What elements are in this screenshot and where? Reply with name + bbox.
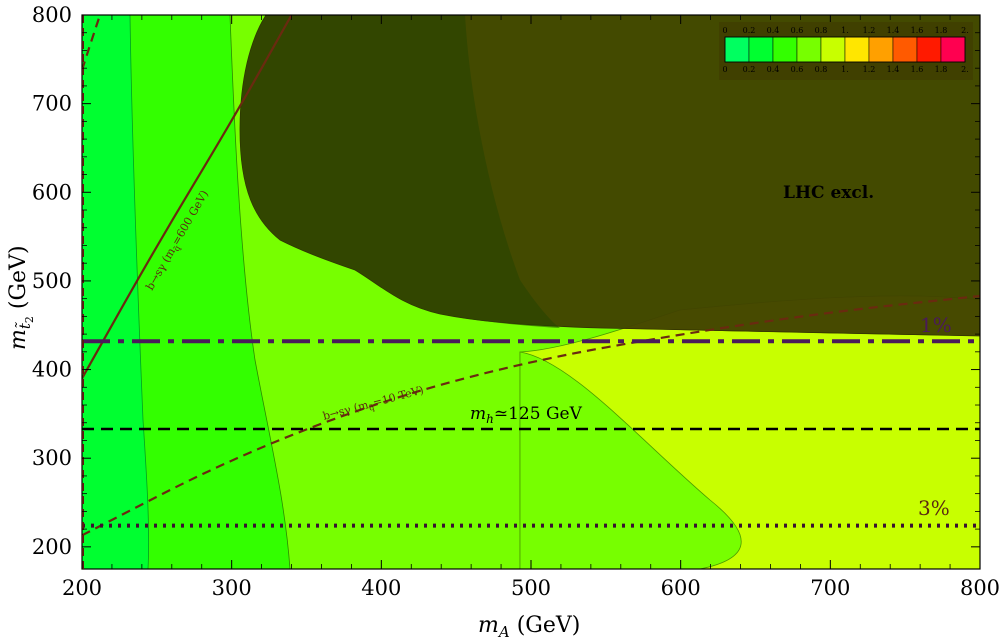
axis-ticks: 200 300 400 500 600 700 800 200 300 400 500 600 700 8… [32,3,1000,600]
x-tick-label: 300 [212,576,252,600]
colorbar-swatch [868,36,894,63]
y-tick-label: 500 [32,269,72,293]
colorbar-label-top: 0 [722,26,727,35]
colorbar-swatch [916,36,942,63]
colorbar-label-bottom: 1. [841,65,849,74]
colorbar-label-bottom: 0 [722,65,727,74]
colorbar-label-bottom: 1.4 [887,65,900,74]
y-tick-label: 800 [32,3,72,27]
colorbar-label-bottom: 1.6 [911,65,924,74]
colorbar-label-top: 2. [961,26,969,35]
colorbar-label-bottom: 0.8 [815,65,828,74]
bsg-600gev-curve [82,15,293,379]
colorbar-label-top: 0.2 [743,26,756,35]
x-tick-label: 500 [511,576,551,600]
lhc-excluded-region-dark [240,15,560,328]
x-axis-label: mA (GeV) [478,613,580,637]
colorbar-label-top: 1. [841,26,849,35]
hlines-layer [82,339,980,528]
colorbar-swatch [844,36,870,63]
contour-regions [82,15,980,569]
colorbar-label-top: 1.4 [887,26,900,35]
region-level-3b [519,351,742,569]
x-tick-label: 200 [62,576,102,600]
colorbar-label-top: 0.4 [767,26,780,35]
top-left-dashed-curve [82,15,102,71]
colorbar-label-bottom: 0.6 [791,65,804,74]
colorbar-label-top: 0.6 [791,26,804,35]
colorbar-label-bottom: 2. [961,65,969,74]
y-tick-label: 700 [32,92,72,116]
lhc-excl-label: LHC excl. [783,183,874,203]
colorbar-swatch [796,36,822,63]
x-tick-label: 600 [661,576,701,600]
colorbar-swatch [940,36,966,63]
bsg-10tev-curve [82,294,980,537]
colorbar-label-top: 0.8 [815,26,828,35]
curves-layer [82,15,980,537]
colorbar: 0 0 0.2 0.2 0.4 0.4 0.6 0.6 0.8 0.8 1. 1. 1.2 1.2 1.4 1… [719,22,973,80]
colorbar-label-top: 1.8 [935,26,948,35]
colorbar-swatch [724,36,750,63]
colorbar-label-bottom: 0.2 [743,65,756,74]
colorbar-label-top: 1.2 [863,26,876,35]
region-level-1 [82,15,150,569]
one-percent-label: 1% [920,313,952,337]
colorbar-label-bottom: 0.4 [767,65,780,74]
colorbar-label-bottom: 1.8 [935,65,948,74]
three-percent-label: 3% [918,496,950,520]
x-tick-label: 400 [361,576,401,600]
colorbar-swatch [820,36,846,63]
x-tick-label: 800 [960,576,1000,600]
colorbar-label-top: 1.6 [911,26,924,35]
x-tick-label: 700 [810,576,850,600]
y-tick-label: 200 [32,535,72,559]
colorbar-frame [724,36,966,63]
y-axis-label: mt̃2 (GeV) [6,245,36,350]
colorbar-label-bottom: 1.2 [863,65,876,74]
colorbar-swatch [892,36,918,63]
colorbar-swatch [748,36,774,63]
mh-label: mh≃125 GeV [470,404,583,426]
y-tick-label: 300 [32,446,72,470]
colorbar-swatch [772,36,798,63]
y-tick-label: 400 [32,358,72,382]
y-tick-label: 600 [32,180,72,204]
